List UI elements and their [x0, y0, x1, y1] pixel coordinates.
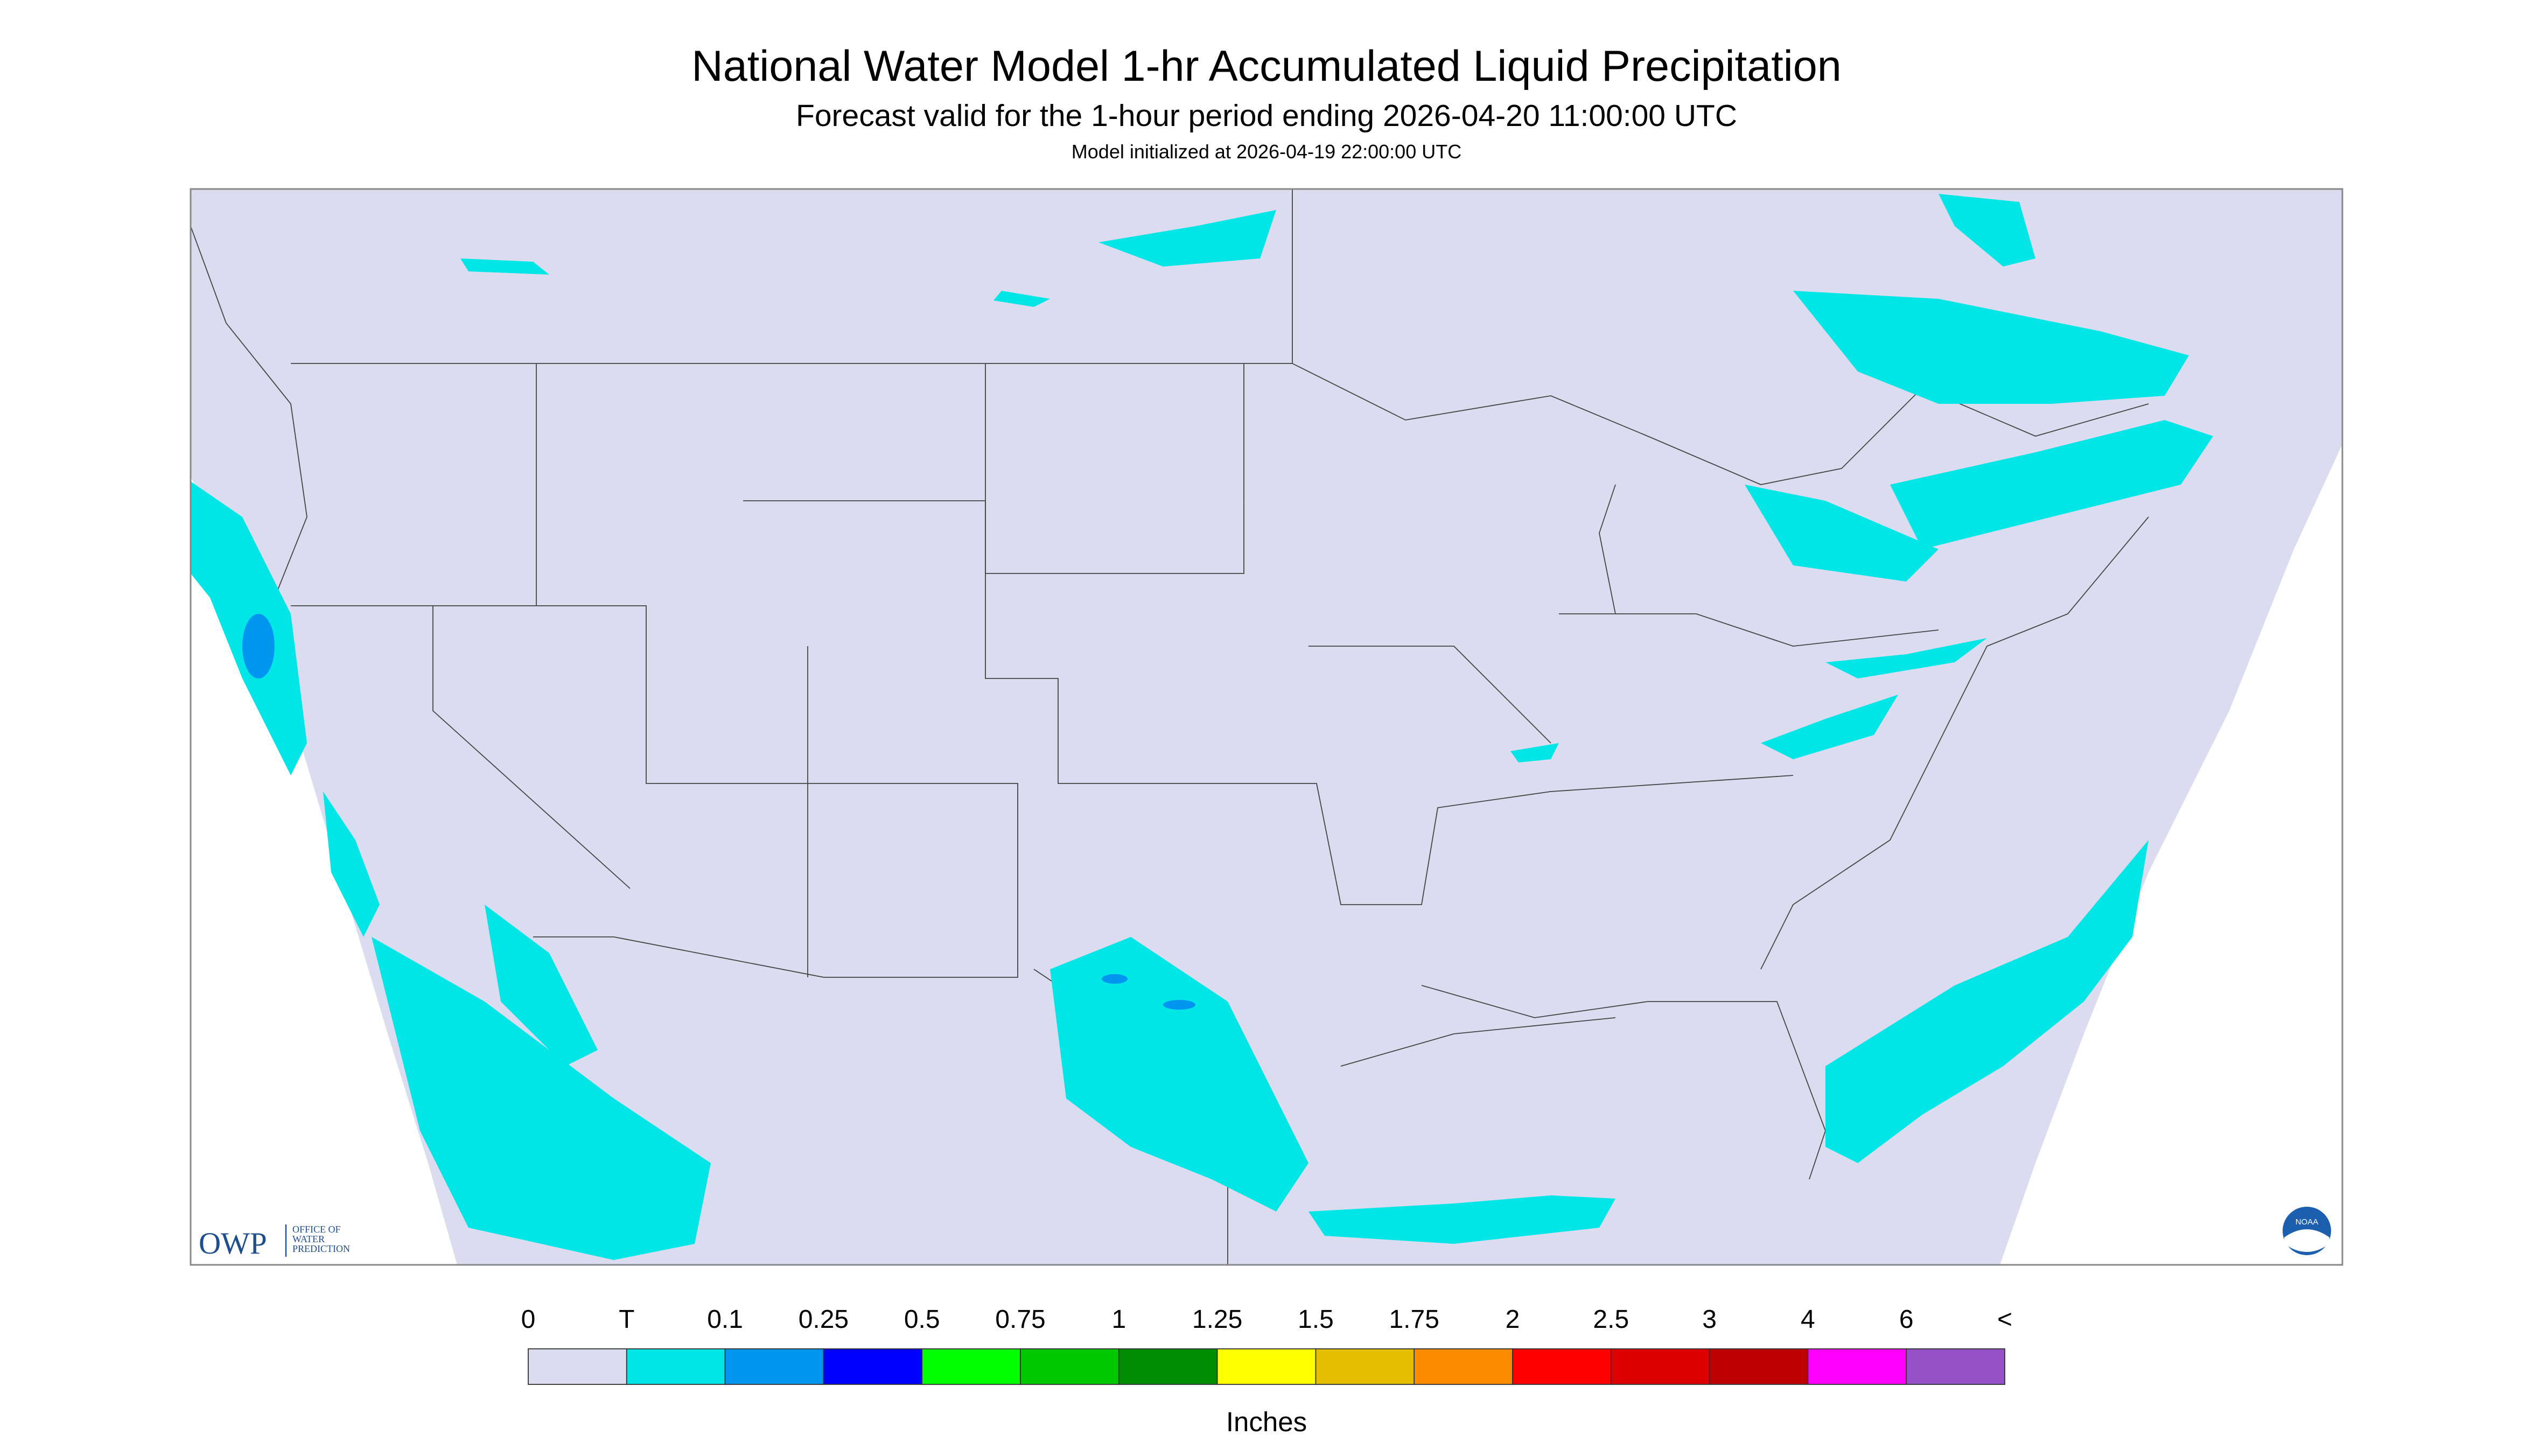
legend-swatch [724, 1348, 824, 1385]
legend-label: 1.75 [1389, 1305, 1439, 1334]
legend-label: 0.5 [904, 1305, 940, 1334]
owp-logo: OWP [199, 1227, 267, 1261]
legend-swatch [1118, 1348, 1218, 1385]
subtitle: Forecast valid for the 1-hour period end… [796, 99, 1737, 133]
owp-logo-text: OFFICE OF [292, 1224, 341, 1235]
boundaries [190, 189, 2149, 1265]
title: National Water Model 1-hr Accumulated Li… [691, 42, 1842, 90]
legend-label: 3 [1702, 1305, 1717, 1334]
legend-label: 4 [1801, 1305, 1815, 1334]
legend-swatch [1020, 1348, 1119, 1385]
legend-label: 6 [1899, 1305, 1914, 1334]
map-frame [190, 188, 2343, 1266]
legend-label: 1 [1111, 1305, 1126, 1334]
map-domain [191, 189, 2342, 1265]
legend-swatch [1807, 1348, 1907, 1385]
legend-swatch [626, 1348, 726, 1385]
legend-swatch [921, 1348, 1021, 1385]
init-note: Model initialized at 2026-04-19 22:00:00… [1072, 141, 1461, 163]
precipitation [191, 194, 2213, 1261]
legend-label: 2 [1506, 1305, 1520, 1334]
legend-swatch [1216, 1348, 1317, 1385]
legend-label: < [1997, 1305, 2012, 1334]
legend-label: 2.5 [1593, 1305, 1629, 1334]
legend-label: 1.5 [1298, 1305, 1334, 1334]
legend-swatch [528, 1348, 627, 1385]
legend-label: 0.25 [799, 1305, 849, 1334]
owp-logo-text: PREDICTION [292, 1243, 350, 1254]
legend-swatch [1709, 1348, 1809, 1385]
legend: 0 T 0.1 0.25 0.5 0.75 1 1.25 1.5 1.75 2 2.5 3 4 6 < [521, 1305, 2012, 1385]
legend-label: 0 [521, 1305, 536, 1334]
legend-swatch [1610, 1348, 1710, 1385]
legend-label: 0.1 [707, 1305, 743, 1334]
noaa-label: NOAA [2296, 1217, 2319, 1227]
legend-label: 1.25 [1192, 1305, 1242, 1334]
legend-swatch [1906, 1348, 2005, 1385]
legend-swatch [1414, 1348, 1513, 1385]
legend-label: T [619, 1305, 634, 1334]
owp-logo-text: WATER [292, 1234, 325, 1244]
legend-swatch [1315, 1348, 1415, 1385]
legend-swatch [823, 1348, 923, 1385]
legend-unit: Inches [1226, 1406, 1307, 1437]
legend-label: 0.75 [995, 1305, 1045, 1334]
legend-swatch [1512, 1348, 1612, 1385]
